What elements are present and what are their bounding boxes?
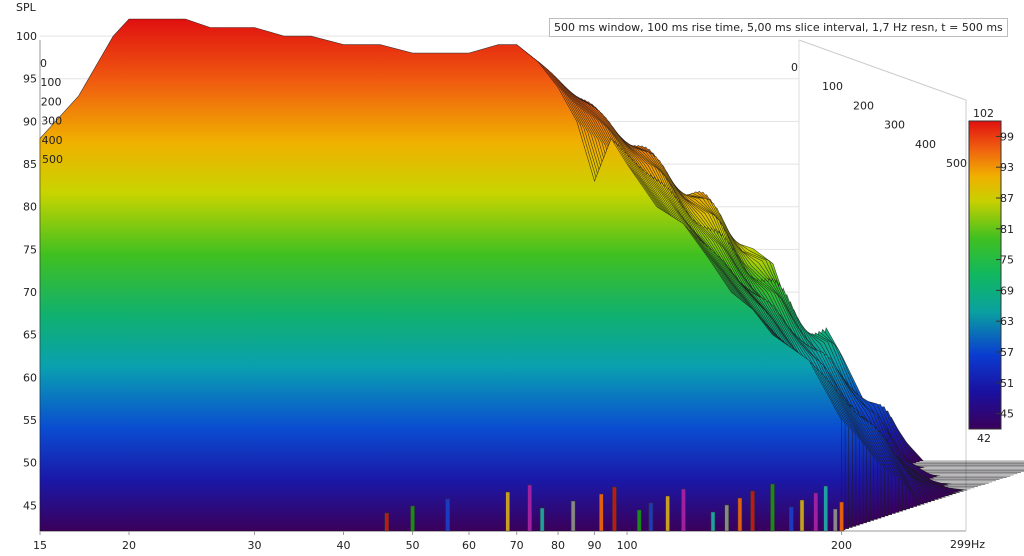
x-tick-label: 30 bbox=[247, 539, 261, 552]
time-tick-label: 100 bbox=[822, 80, 843, 93]
resonance-marker bbox=[648, 502, 654, 532]
y-tick-label: 100 bbox=[16, 30, 37, 43]
colorbar-tick-label: 99 bbox=[1000, 130, 1014, 143]
time-tick-label: 300 bbox=[41, 115, 62, 128]
x-tick-label: 200 bbox=[831, 539, 852, 552]
colorbar-tick-label: 81 bbox=[1000, 223, 1014, 236]
y-axis-ticks: 45 50 55 60 65 70 75 80 85 90 95 100 bbox=[16, 30, 37, 512]
x-tick-label: 100 bbox=[617, 539, 638, 552]
time-tick-label: 300 bbox=[884, 119, 905, 132]
time-tick-label: 0 bbox=[40, 57, 47, 70]
time-tick-label: 500 bbox=[42, 153, 63, 166]
colorbar-scale bbox=[968, 120, 1002, 430]
colorbar-tick-label: 57 bbox=[1000, 346, 1014, 359]
colorbar: 102 42 45 51 57 63 69 75 81 87 93 99 bbox=[968, 107, 1014, 445]
x-axis-end-label: 299Hz bbox=[950, 538, 986, 551]
colorbar-min-label: 42 bbox=[977, 432, 991, 445]
resonance-marker bbox=[813, 492, 819, 532]
y-tick-label: 70 bbox=[23, 286, 37, 299]
resonance-marker bbox=[770, 483, 775, 532]
y-tick-label: 95 bbox=[23, 73, 37, 86]
resonance-marker bbox=[539, 507, 545, 532]
x-tick-label: 40 bbox=[337, 539, 351, 552]
colorbar-tick-label: 93 bbox=[1000, 161, 1014, 174]
resonance-marker bbox=[681, 488, 686, 532]
y-tick-label: 75 bbox=[23, 243, 37, 256]
chart-title: 500 ms window, 100 ms rise time, 5,00 ms… bbox=[549, 18, 1008, 37]
time-tick-label: 0 bbox=[791, 61, 798, 74]
waterfall-slice bbox=[39, 18, 842, 532]
x-tick-label: 60 bbox=[462, 539, 476, 552]
y-tick-label: 85 bbox=[23, 158, 37, 171]
x-tick-label: 70 bbox=[510, 539, 524, 552]
time-tick-label: 400 bbox=[42, 134, 63, 147]
x-tick-label: 80 bbox=[551, 539, 565, 552]
x-tick-label: 50 bbox=[406, 539, 420, 552]
colorbar-tick-label: 75 bbox=[1000, 254, 1014, 267]
colorbar-ticks: 45 51 57 63 69 75 81 87 93 99 bbox=[996, 130, 1014, 421]
resonance-marker bbox=[839, 501, 844, 532]
resonance-marker bbox=[384, 512, 390, 532]
resonance-marker bbox=[599, 493, 604, 532]
resonance-marker bbox=[636, 509, 642, 532]
resonance-marker bbox=[724, 504, 729, 532]
resonance-marker bbox=[527, 484, 532, 532]
y-tick-label: 50 bbox=[23, 457, 37, 470]
resonance-marker bbox=[710, 511, 716, 532]
colorbar-tick-label: 51 bbox=[1000, 377, 1014, 390]
time-tick-label: 400 bbox=[915, 138, 936, 151]
resonance-marker bbox=[445, 498, 450, 532]
colorbar-tick-label: 45 bbox=[1000, 408, 1014, 421]
colorbar-tick-label: 63 bbox=[1000, 315, 1014, 328]
time-tick-label: 200 bbox=[41, 95, 62, 108]
x-tick-label: 20 bbox=[122, 539, 136, 552]
x-tick-label: 15 bbox=[33, 539, 47, 552]
resonance-marker bbox=[737, 497, 743, 532]
resonance-marker bbox=[799, 499, 805, 532]
colorbar-tick-label: 69 bbox=[1000, 284, 1014, 297]
resonance-marker bbox=[665, 495, 670, 532]
resonance-marker bbox=[570, 500, 576, 532]
resonance-marker bbox=[410, 505, 415, 532]
y-axis-label: SPL bbox=[16, 1, 36, 14]
y-tick-label: 45 bbox=[23, 499, 37, 512]
time-tick-label: 100 bbox=[40, 76, 61, 89]
resonance-marker bbox=[789, 506, 794, 532]
colorbar-max-label: 102 bbox=[973, 107, 994, 120]
y-tick-label: 60 bbox=[23, 371, 37, 384]
resonance-marker bbox=[505, 491, 510, 532]
time-tick-label: 500 bbox=[946, 157, 967, 170]
y-tick-label: 55 bbox=[23, 414, 37, 427]
resonance-marker bbox=[612, 486, 617, 532]
time-axis-right: 0 100 200 300 400 500 bbox=[791, 61, 967, 170]
waterfall-surface bbox=[39, 18, 1024, 532]
y-tick-label: 65 bbox=[23, 329, 37, 342]
time-axis-left: 0 100 200 300 400 500 bbox=[40, 57, 63, 166]
x-axis-ticks: 15 20 30 40 50 60 70 80 90 100 200 bbox=[33, 531, 852, 552]
colorbar-tick-label: 87 bbox=[1000, 192, 1014, 205]
y-tick-label: 90 bbox=[23, 115, 37, 128]
resonance-marker bbox=[750, 490, 755, 532]
resonance-marker bbox=[833, 508, 838, 532]
y-tick-label: 80 bbox=[23, 201, 37, 214]
time-tick-label: 200 bbox=[853, 99, 874, 112]
x-tick-label: 90 bbox=[587, 539, 601, 552]
resonance-markers bbox=[384, 483, 844, 532]
resonance-marker bbox=[823, 485, 828, 532]
